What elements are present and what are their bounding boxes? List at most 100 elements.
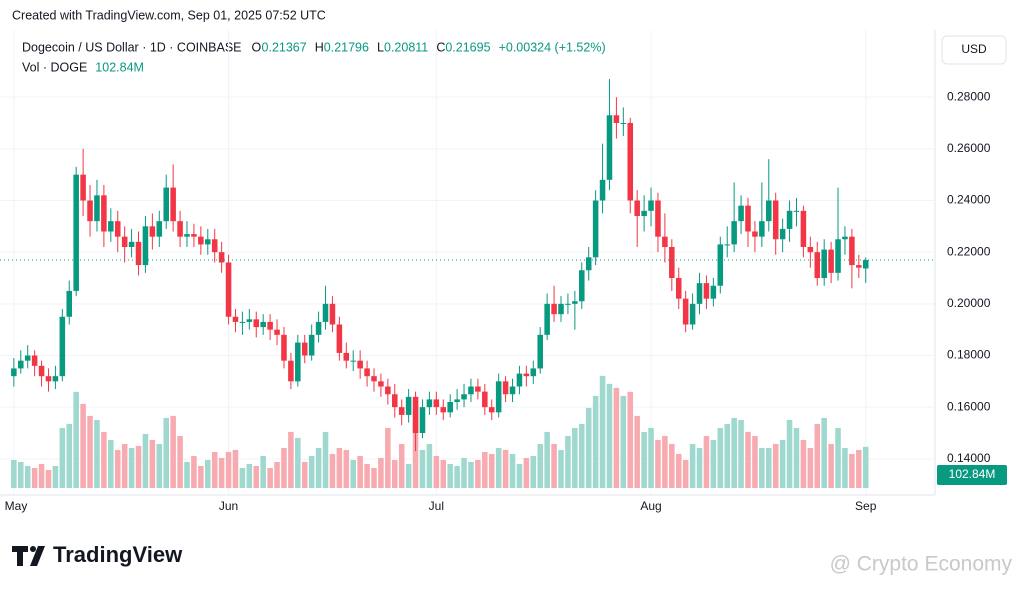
volume-bar	[211, 451, 218, 488]
candle-body	[205, 239, 211, 245]
volume-bar	[18, 461, 24, 488]
volume-bar	[648, 427, 654, 488]
candle-body	[592, 200, 599, 258]
currency[interactable]: USD	[961, 42, 987, 56]
candle-body	[502, 381, 509, 395]
candle-body	[828, 249, 834, 273]
candle-body	[329, 303, 336, 325]
candle-body	[482, 391, 488, 408]
volume-bar	[488, 453, 495, 488]
candle-body	[475, 386, 481, 392]
volume-bar	[52, 465, 59, 488]
volume-bar	[288, 431, 294, 488]
candle-body	[225, 262, 232, 317]
volume-bar	[322, 431, 329, 488]
symbol-title: Dogecoin / US Dollar · 1D · COINBASE	[22, 40, 242, 54]
candle-body	[495, 381, 502, 413]
volume-bar	[731, 417, 737, 488]
volume-bar	[24, 465, 31, 488]
candle-body	[59, 316, 66, 377]
volume-bar	[350, 459, 356, 488]
volume-bar	[336, 447, 343, 488]
volume-bar	[599, 375, 606, 488]
candle-body	[260, 321, 266, 328]
candle-body	[509, 386, 516, 395]
candle-body	[114, 221, 121, 237]
candle-body	[454, 399, 460, 402]
credit: Created with TradingView.com, Sep 01, 20…	[12, 8, 326, 22]
volume-bar	[738, 419, 744, 488]
candle-body	[31, 355, 38, 366]
volume-bar	[482, 451, 488, 488]
volume-bar	[856, 449, 862, 488]
candle-body	[101, 195, 107, 232]
candle-body	[468, 386, 474, 395]
candle-body	[94, 195, 100, 222]
candle-body	[530, 368, 537, 377]
y-tick-label: 0.18000	[947, 348, 991, 362]
volume-bar	[295, 437, 301, 488]
quote-value: 0.20811	[384, 40, 428, 54]
candle-body	[752, 231, 758, 237]
candle-body	[835, 239, 841, 273]
volume-bar	[849, 453, 855, 488]
volume-bar	[198, 465, 204, 488]
volume-bar	[779, 439, 786, 488]
volume-bar	[45, 469, 52, 488]
candle-body	[634, 200, 640, 216]
volume-bar	[128, 447, 135, 488]
x-tick-label: Aug	[640, 499, 661, 513]
volume-bar	[87, 415, 93, 488]
candle-body	[606, 115, 613, 180]
candle-body	[232, 316, 239, 322]
volume-bar	[225, 451, 232, 488]
candle-body	[18, 360, 24, 369]
currency-button[interactable]	[941, 35, 1007, 65]
candle-body	[682, 298, 689, 325]
volume-bar	[461, 457, 467, 488]
candle-body	[648, 200, 654, 211]
candle-body	[523, 373, 530, 377]
candle-body	[80, 174, 86, 201]
quote-label: O	[252, 40, 262, 54]
volume-bar	[786, 419, 793, 488]
candle-body	[675, 278, 682, 299]
volume-bar	[218, 457, 225, 488]
candle-body	[565, 303, 571, 305]
volume-bar	[101, 431, 107, 488]
volume-bar	[551, 443, 557, 488]
candle-body	[288, 360, 294, 382]
volume-bar	[537, 443, 543, 488]
volume-bar	[163, 417, 169, 488]
candle-body	[745, 205, 751, 232]
volume-bar	[267, 467, 273, 488]
candle-body	[38, 365, 45, 377]
candle-body	[544, 303, 550, 335]
volume-bar	[579, 423, 585, 488]
candle-body	[191, 234, 197, 237]
candle-body	[585, 257, 592, 271]
x-tick-label: Jun	[219, 499, 238, 513]
candle-body	[710, 285, 717, 299]
quote-label: H	[315, 40, 324, 54]
candle-body	[717, 244, 724, 286]
candle-body	[814, 252, 821, 278]
candle-body	[322, 303, 329, 322]
volume-bar	[620, 395, 627, 488]
volume-bar	[232, 449, 239, 488]
volume-bar	[509, 453, 516, 488]
volume-bar	[281, 447, 287, 488]
candle-body	[392, 394, 398, 408]
candle-body	[198, 236, 204, 245]
y-tick-label: 0.24000	[947, 193, 991, 207]
volume-bar	[662, 435, 668, 488]
volume-bar	[260, 455, 266, 488]
volume-bar	[544, 431, 550, 488]
candle-body	[170, 187, 176, 222]
volume-bar	[398, 443, 405, 488]
volume-bar	[592, 395, 599, 488]
candle-body	[655, 200, 661, 237]
brand: TradingView	[53, 542, 183, 567]
